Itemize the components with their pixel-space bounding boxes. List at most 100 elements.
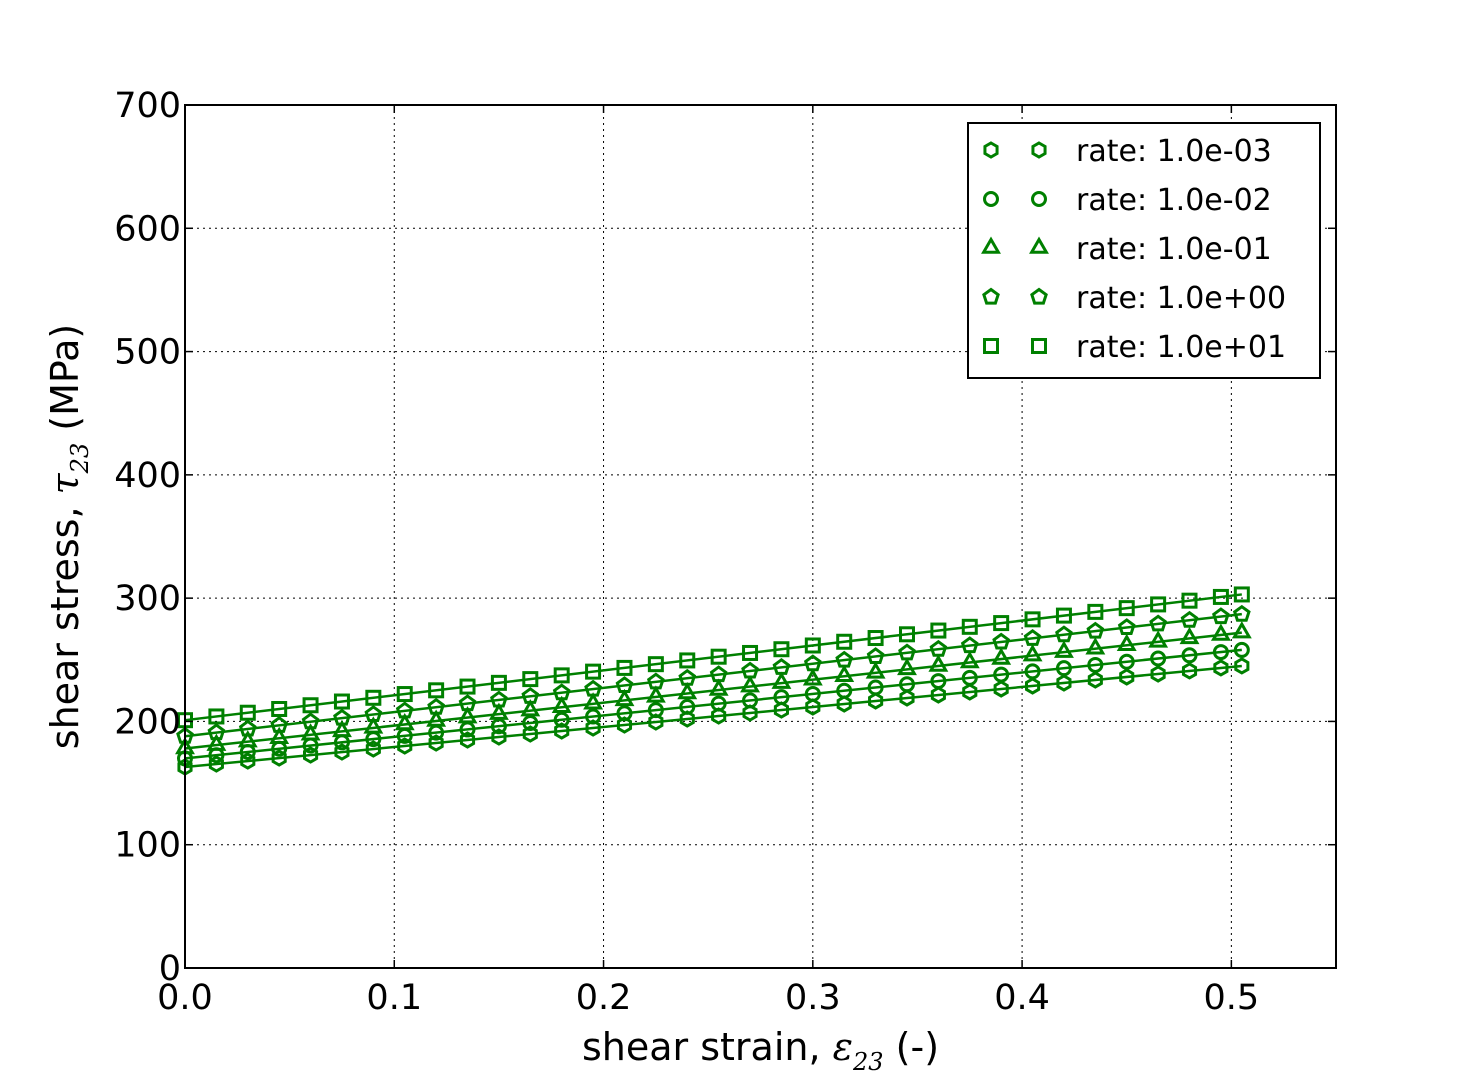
series-markers	[175, 586, 1252, 776]
data-point-series-2	[773, 689, 790, 706]
data-point-series-4	[646, 672, 665, 690]
data-point-series-3	[394, 712, 415, 731]
data-point-series-4	[929, 639, 948, 657]
data-point-series-1	[1234, 657, 1250, 675]
data-point-series-4	[1180, 610, 1199, 628]
data-point-series-1	[271, 749, 287, 767]
data-point-series-4	[803, 654, 822, 672]
x-tick-label: 0.0	[157, 978, 213, 1018]
data-point-series-4	[301, 712, 320, 730]
data-point-series-5	[459, 678, 476, 695]
data-point-series-4	[1055, 625, 1073, 643]
data-point-series-5	[1118, 600, 1135, 617]
data-point-series-3	[426, 709, 447, 727]
data-point-series-1	[930, 686, 946, 704]
y-axis-label: shear stress, τ23 (MPa)	[43, 324, 94, 749]
y-tick-label: 0	[159, 949, 181, 989]
data-point-series-1	[1024, 677, 1041, 695]
legend-box	[967, 122, 1321, 379]
y-tick-label: 500	[114, 333, 181, 373]
data-point-series-4	[490, 690, 508, 708]
data-point-series-4	[521, 686, 540, 704]
legend-marker-1	[983, 141, 999, 159]
data-point-series-2	[616, 705, 633, 722]
data-point-series-3	[834, 664, 855, 683]
data-point-series-2	[647, 702, 664, 719]
data-point-series-1	[1181, 662, 1198, 680]
data-point-series-3	[865, 661, 886, 679]
data-point-series-4	[427, 697, 446, 715]
y-tick-label: 300	[114, 579, 181, 619]
data-point-series-2	[930, 673, 947, 690]
data-point-series-1	[616, 716, 633, 734]
x-tick-label: 0.3	[785, 978, 841, 1018]
data-point-series-2	[585, 708, 602, 725]
data-point-series-4	[835, 650, 854, 668]
legend-marker-4	[982, 287, 1000, 305]
data-point-series-5	[428, 682, 445, 699]
data-point-series-3	[1179, 626, 1200, 645]
data-point-series-4	[1117, 618, 1136, 636]
data-point-series-3	[771, 671, 792, 689]
data-point-series-5	[271, 700, 288, 717]
data-point-series-3	[583, 692, 604, 710]
data-point-series-2	[1212, 644, 1229, 661]
data-point-series-5	[679, 652, 696, 669]
y-tick-label: 700	[114, 86, 181, 126]
data-point-series-5	[302, 697, 319, 714]
data-point-series-1	[1087, 671, 1103, 689]
legend-marker-3	[1029, 236, 1049, 254]
data-point-series-2	[1150, 650, 1167, 667]
data-point-series-4	[709, 665, 728, 683]
data-point-series-3	[677, 681, 698, 700]
data-point-series-4	[960, 636, 979, 654]
x-axis-label: shear strain, ε23 (-)	[582, 1025, 939, 1076]
data-point-series-5	[773, 641, 790, 658]
legend-marker-1	[1031, 141, 1047, 159]
data-point-series-4	[772, 657, 791, 675]
data-point-series-4	[552, 683, 571, 701]
data-point-series-5	[804, 637, 821, 654]
data-point-series-4	[395, 701, 414, 719]
data-point-series-5	[836, 633, 853, 650]
data-point-series-5	[1024, 611, 1041, 628]
data-point-series-2	[804, 685, 821, 702]
data-point-series-5	[1150, 596, 1167, 613]
data-point-series-4	[1149, 614, 1168, 632]
data-point-series-5	[742, 644, 759, 661]
plot-frame	[184, 104, 1337, 969]
data-point-series-5	[1181, 592, 1198, 609]
data-point-series-1	[679, 710, 695, 728]
data-point-series-2	[1087, 656, 1104, 673]
data-point-series-1	[554, 722, 570, 740]
data-point-series-2	[742, 692, 759, 709]
data-point-series-3	[206, 733, 227, 751]
data-point-series-5	[616, 659, 633, 676]
data-point-series-1	[1213, 659, 1229, 677]
data-point-series-1	[365, 740, 381, 758]
data-point-series-5	[1055, 607, 1072, 624]
data-point-series-5	[396, 686, 413, 703]
data-point-series-5	[490, 674, 507, 691]
data-point-series-1	[868, 692, 884, 710]
data-point-series-4	[1086, 621, 1105, 639]
data-point-series-3	[897, 657, 917, 676]
data-point-series-3	[740, 675, 760, 693]
data-point-series-3	[1022, 644, 1043, 662]
data-point-series-1	[208, 755, 224, 773]
data-point-series-5	[553, 667, 570, 684]
data-point-series-4	[458, 694, 477, 712]
data-point-series-2	[836, 682, 853, 699]
data-point-series-1	[805, 698, 821, 716]
legend: rate: 1.0e-03 rate: 1.0e-02 rate: 1.0e-01 r…	[967, 122, 1321, 379]
data-point-series-4	[207, 723, 226, 741]
data-point-series-4	[992, 632, 1011, 650]
y-tick-label: 400	[114, 456, 181, 496]
data-point-series-1	[1150, 665, 1166, 683]
legend-label-5: rate: 1.0e+01	[1076, 330, 1286, 365]
x-tick-label: 0.1	[366, 978, 422, 1018]
data-point-series-1	[648, 713, 664, 731]
data-point-series-1	[1119, 668, 1135, 686]
data-point-series-3	[959, 650, 980, 669]
